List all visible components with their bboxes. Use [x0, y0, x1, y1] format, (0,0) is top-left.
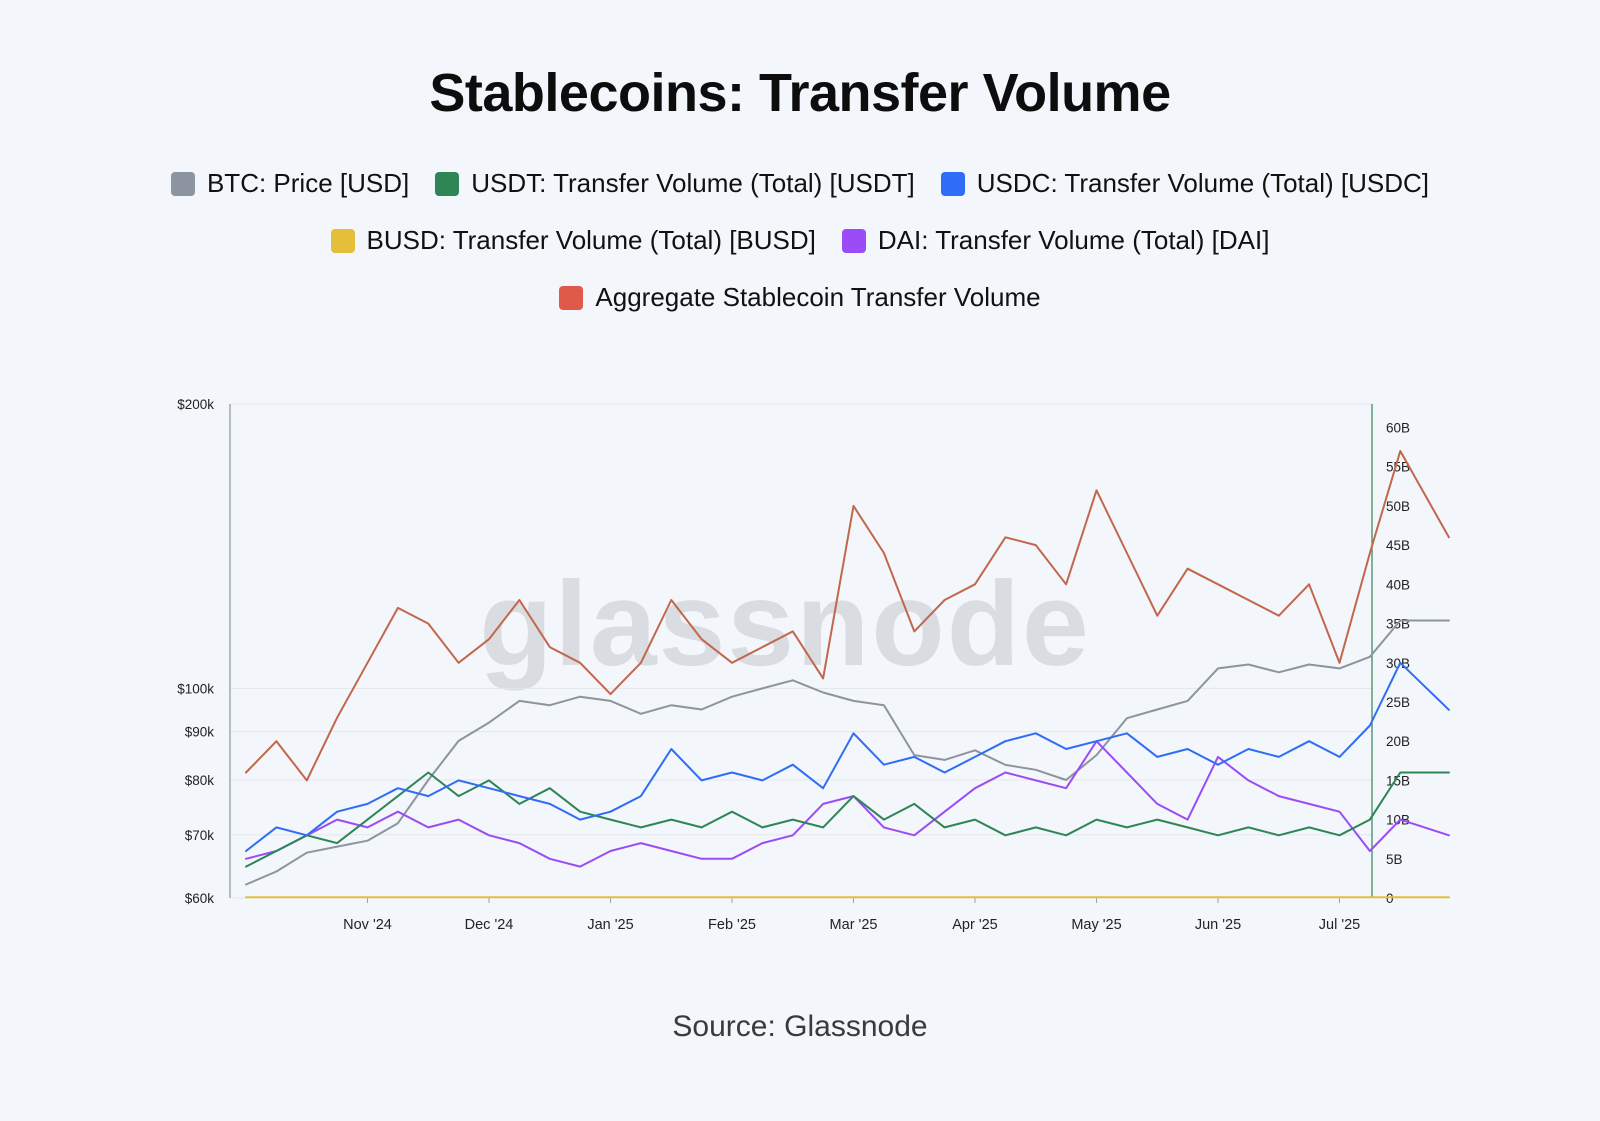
legend-label-btc: BTC: Price [USD]	[206, 168, 410, 198]
left-tick-label: $90k	[185, 725, 215, 740]
legend-item-usdc[interactable]: USDC: Transfer Volume (Total) [USDC]	[940, 168, 1430, 199]
left-tick-label: $200k	[177, 397, 214, 412]
x-tick-label: May '25	[1071, 917, 1121, 933]
series-line-btc	[245, 619, 1450, 886]
legend-swatch-usdt	[435, 171, 460, 196]
legend-label-usdt: USDT: Transfer Volume (Total) [USDT]	[471, 168, 915, 198]
legend-swatch-usdc	[940, 171, 965, 196]
series-lines	[245, 450, 1450, 899]
legend-label-busd: BUSD: Transfer Volume (Total) [BUSD]	[366, 225, 816, 255]
right-tick-label: 0	[1386, 891, 1394, 906]
legend-item-dai[interactable]: DAI: Transfer Volume (Total) [DAI]	[841, 225, 1270, 256]
right-tick-label: 60B	[1386, 421, 1410, 436]
left-tick-label: $70k	[185, 828, 215, 843]
series-line-usdt	[245, 771, 1450, 868]
legend-label-aggregate: Aggregate Stablecoin Transfer Volume	[595, 282, 1041, 312]
left-tick-label: $80k	[185, 773, 215, 788]
legend-item-usdt[interactable]: USDT: Transfer Volume (Total) [USDT]	[435, 168, 915, 199]
legend-swatch-busd	[330, 228, 355, 253]
x-tick-label: Nov '24	[343, 917, 392, 933]
right-tick-label: 50B	[1386, 499, 1410, 514]
legend-label-dai: DAI: Transfer Volume (Total) [DAI]	[877, 225, 1270, 255]
legend-swatch-dai	[841, 228, 866, 253]
right-tick-label: 5B	[1386, 852, 1403, 867]
legend-label-usdc: USDC: Transfer Volume (Total) [USDC]	[976, 168, 1430, 198]
legend-row-3: Aggregate Stablecoin Transfer Volume	[0, 282, 1600, 313]
right-tick-label: 10B	[1386, 813, 1410, 828]
right-tick-label: 25B	[1386, 695, 1410, 710]
right-tick-label: 40B	[1386, 577, 1410, 592]
watermark: glassnode	[479, 557, 1091, 691]
x-tick-label: Dec '24	[465, 917, 514, 933]
right-tick-label: 45B	[1386, 538, 1410, 553]
legend-item-btc[interactable]: BTC: Price [USD]	[170, 168, 410, 199]
right-tick-label: 20B	[1386, 734, 1410, 749]
source-note: Source: Glassnode	[672, 1010, 928, 1043]
legend-row-1: BTC: Price [USD] USDT: Transfer Volume (…	[0, 168, 1600, 199]
x-tick-label: Feb '25	[708, 917, 756, 933]
legend-swatch-btc	[170, 171, 195, 196]
left-tick-label: $100k	[177, 681, 214, 696]
right-tick-label: 55B	[1386, 460, 1410, 475]
chart-svg: glassnode $200k $100k $90k $80k $70k $60k 60B 5…	[177, 397, 1450, 933]
left-tick-label: $60k	[185, 891, 215, 906]
legend-item-aggregate[interactable]: Aggregate Stablecoin Transfer Volume	[559, 282, 1041, 313]
series-line-agg	[245, 450, 1450, 782]
chart-title: Stablecoins: Transfer Volume	[429, 63, 1171, 123]
legend-swatch-aggregate	[559, 285, 584, 310]
x-tick-label: Jul '25	[1319, 917, 1360, 933]
legend-row-2: BUSD: Transfer Volume (Total) [BUSD] DAI…	[0, 225, 1600, 256]
x-tick-label: Mar '25	[830, 917, 878, 933]
series-line-usdc	[245, 661, 1450, 852]
x-tick-label: Jan '25	[587, 917, 633, 933]
x-tick-label: Jun '25	[1195, 917, 1241, 933]
x-tick-label: Apr '25	[952, 917, 998, 933]
series-line-dai	[245, 740, 1450, 868]
legend-item-busd[interactable]: BUSD: Transfer Volume (Total) [BUSD]	[330, 225, 816, 256]
